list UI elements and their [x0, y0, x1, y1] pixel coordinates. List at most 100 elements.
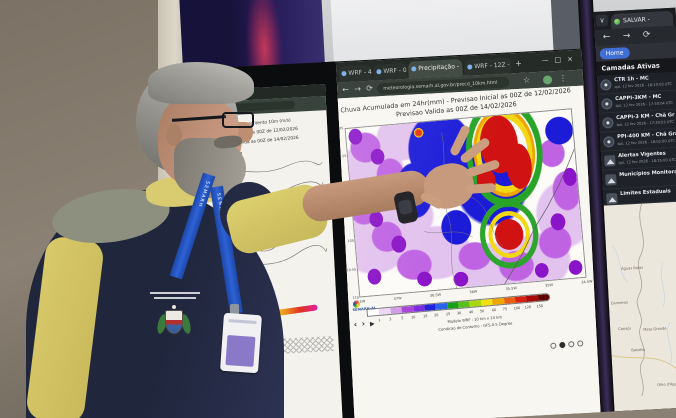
- image-icon: [606, 192, 618, 205]
- precipitation-screen: WRF - 48h WRF - 00Z Precipitação -× WRF …: [335, 49, 601, 418]
- tab-favicon: [613, 18, 621, 25]
- new-tab-button[interactable]: +: [514, 58, 523, 69]
- tab-favicon: [411, 66, 417, 72]
- longitude-label: 35W: [544, 283, 554, 288]
- radar-icon: [603, 136, 615, 148]
- radar-icon: [601, 98, 613, 110]
- colorbar-tick-label: 30: [456, 311, 462, 316]
- menu-kebab-icon[interactable]: ⋮: [558, 73, 568, 83]
- prev-frame-button: ‹: [353, 319, 359, 330]
- colorbar-segment: [537, 293, 550, 301]
- tab-search-chevron-icon[interactable]: ∨: [595, 14, 609, 27]
- colorbar-tick-label: 15: [422, 314, 428, 319]
- colorbar-segment: [390, 306, 403, 314]
- home-button[interactable]: Home: [599, 46, 630, 60]
- map-lines: [611, 203, 676, 397]
- back-icon[interactable]: ←: [602, 32, 611, 43]
- colorbar-segment: [458, 300, 471, 308]
- pagination-dot[interactable]: [576, 340, 584, 347]
- longitude-label: 34.5W: [581, 279, 593, 285]
- map-town-label: Canapi: [618, 326, 631, 332]
- colorbar-tick-label: 10: [411, 315, 416, 320]
- longitude-label: 36W: [469, 289, 478, 295]
- colorbar-segment: [446, 301, 459, 309]
- bookmark-star-icon[interactable]: ☆: [522, 75, 531, 85]
- colorbar-tick-label: 150: [535, 304, 543, 309]
- radar-icon: [600, 79, 612, 91]
- crest-shield: [165, 310, 183, 334]
- forward-icon[interactable]: →: [354, 84, 362, 94]
- window-controls[interactable]: —□×: [541, 55, 579, 65]
- radar-icon: [602, 117, 614, 129]
- colorbar-tick-label: 60: [491, 308, 496, 313]
- reload-icon[interactable]: ⟳: [366, 83, 374, 93]
- browser-tab[interactable]: WRF - 48h: [338, 64, 372, 83]
- colorbar-segment: [469, 299, 482, 307]
- colorbar-segment: [514, 295, 527, 303]
- precipitation-chart: Chuva Acumulada em 24hr(mm) - Previsao I…: [338, 86, 601, 418]
- tab-favicon: [341, 70, 347, 77]
- longitude-label: 37W: [393, 296, 402, 302]
- colorbar-tick-label: 1: [377, 318, 381, 323]
- colorbar-tick-label: 120: [524, 305, 532, 310]
- colorbar-segment: [401, 305, 414, 313]
- municipalities-map[interactable]: Águas Belas Carneiros Canapi Mata Grande Bat…: [603, 201, 676, 412]
- next-frame-button: ›: [361, 319, 367, 329]
- latitude-label: 10S: [347, 239, 354, 244]
- maximize-button: □: [554, 55, 568, 65]
- colorbar-tick-label: 25: [445, 312, 451, 317]
- colorbar-segment: [480, 298, 493, 306]
- browser-tab[interactable]: WRF - 00Z: [373, 62, 407, 81]
- tab-close-icon[interactable]: ×: [462, 63, 463, 70]
- forward-icon[interactable]: →: [622, 31, 631, 42]
- play-button: ▶: [369, 320, 376, 328]
- vest-embroidery-line: [150, 292, 200, 294]
- colorbar-segment: [378, 307, 391, 315]
- pagination-dot[interactable]: [550, 342, 557, 350]
- badge-clip: [230, 304, 239, 316]
- colorbar-tick-label: 75: [502, 307, 508, 312]
- colorbar-segment: [503, 296, 516, 304]
- badge-text-line: [228, 319, 257, 325]
- badge-photo: [225, 335, 256, 367]
- colorbar-tick-label: 3: [389, 317, 392, 322]
- minimize-button: —: [541, 56, 555, 65]
- colorbar-tick-label: 40: [468, 310, 473, 315]
- image-icon: [605, 173, 617, 186]
- close-button: ×: [566, 54, 580, 64]
- colorbar-tick-label: 100: [513, 306, 520, 311]
- longitude-label: 36.5W: [429, 292, 442, 298]
- tab-favicon: [376, 69, 382, 75]
- map-town-label: Carneiros: [610, 300, 629, 306]
- colorbar-tick-label: 50: [479, 309, 485, 314]
- colorbar-tick-label: 20: [433, 313, 439, 318]
- pagination-dot[interactable]: [559, 341, 566, 349]
- longitude-label: 35.5W: [505, 286, 517, 292]
- ear: [166, 124, 182, 146]
- glasses: [222, 112, 254, 128]
- alagoas-crest: [155, 305, 193, 338]
- back-icon[interactable]: ←: [342, 84, 350, 95]
- colorbar-segment: [526, 294, 539, 302]
- vest-embroidery-line: [154, 297, 196, 299]
- colorbar-tick-label: 5: [400, 316, 404, 321]
- colorbar-segment: [492, 297, 505, 305]
- tab-favicon: [467, 64, 473, 70]
- monitoring-screen: ∨ SALVAR - ← → ⟳ Home Camadas Ativas CTR…: [593, 7, 676, 412]
- latitude-label: 8S: [339, 126, 344, 131]
- hair-top: [148, 62, 254, 104]
- latitude-label: 10.5S: [346, 267, 357, 273]
- pagination-dots[interactable]: [550, 340, 584, 350]
- crest-star: [172, 305, 176, 309]
- colorbar-segment: [412, 304, 425, 312]
- map-town-label: Batalha: [631, 347, 646, 353]
- image-icon: [604, 155, 616, 167]
- reload-icon[interactable]: ⟳: [642, 30, 651, 41]
- profile-avatar[interactable]: [542, 74, 553, 85]
- pagination-dot[interactable]: [568, 340, 575, 348]
- id-badge: [220, 312, 262, 374]
- colorbar-segment: [435, 302, 448, 310]
- animation-controls[interactable]: ‹ › ▶: [353, 318, 376, 329]
- precipitation-page: Chuva Acumulada em 24hr(mm) - Previsao I…: [337, 85, 601, 418]
